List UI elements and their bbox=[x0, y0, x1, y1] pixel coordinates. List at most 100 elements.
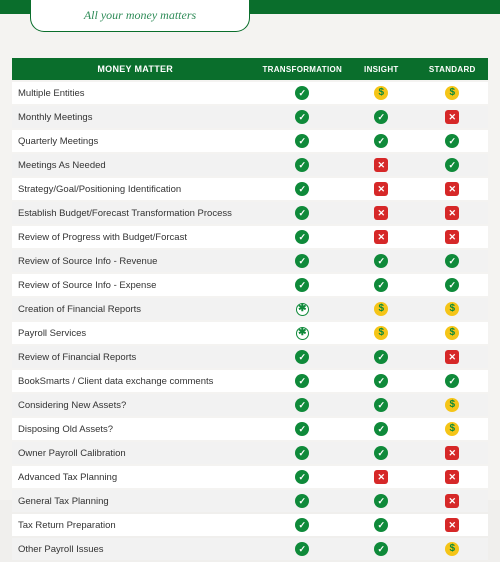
check-icon: ✓ bbox=[295, 86, 309, 100]
cross-icon: ✕ bbox=[445, 446, 459, 460]
status-cell: $ bbox=[346, 322, 416, 344]
feature-label: Meetings As Needed bbox=[12, 154, 258, 176]
status-cell: $ bbox=[346, 298, 416, 320]
header-insight: INSIGHT bbox=[346, 58, 416, 80]
check-icon: ✓ bbox=[295, 182, 309, 196]
status-cell: $ bbox=[417, 82, 488, 104]
status-cell: ✓ bbox=[258, 274, 346, 296]
status-cell: ✕ bbox=[417, 178, 488, 200]
status-cell: ✓ bbox=[258, 418, 346, 440]
feature-label: Quarterly Meetings bbox=[12, 130, 258, 152]
check-icon: ✓ bbox=[295, 110, 309, 124]
cross-icon: ✕ bbox=[445, 182, 459, 196]
status-cell: ✓ bbox=[417, 274, 488, 296]
check-icon: ✓ bbox=[295, 206, 309, 220]
content-area: MONEY MATTER TRANSFORMATION INSIGHT STAN… bbox=[0, 14, 500, 562]
feature-label: Monthly Meetings bbox=[12, 106, 258, 128]
table-row: Monthly Meetings✓✓✕ bbox=[12, 106, 488, 128]
cross-icon: ✕ bbox=[445, 206, 459, 220]
status-cell: ✕ bbox=[417, 202, 488, 224]
table-row: General Tax Planning✓✓✕ bbox=[12, 490, 488, 512]
status-cell: ✓ bbox=[417, 154, 488, 176]
feature-label: General Tax Planning bbox=[12, 490, 258, 512]
status-cell: ✓ bbox=[258, 466, 346, 488]
status-cell: ✓ bbox=[258, 178, 346, 200]
status-cell: ✓ bbox=[258, 538, 346, 560]
table-row: BookSmarts / Client data exchange commen… bbox=[12, 370, 488, 392]
dollar-icon: $ bbox=[445, 398, 459, 412]
header-transformation: TRANSFORMATION bbox=[258, 58, 346, 80]
cross-icon: ✕ bbox=[445, 518, 459, 532]
feature-label: Owner Payroll Calibration bbox=[12, 442, 258, 464]
table-row: Owner Payroll Calibration✓✓✕ bbox=[12, 442, 488, 464]
cross-icon: ✕ bbox=[374, 470, 388, 484]
feature-label: BookSmarts / Client data exchange commen… bbox=[12, 370, 258, 392]
dollar-icon: $ bbox=[445, 86, 459, 100]
check-icon: ✓ bbox=[295, 494, 309, 508]
table-body: Multiple Entities✓$$Monthly Meetings✓✓✕Q… bbox=[12, 82, 488, 560]
status-cell: ✓ bbox=[258, 442, 346, 464]
status-cell: ✓ bbox=[258, 346, 346, 368]
check-icon: ✓ bbox=[295, 278, 309, 292]
status-cell: ✕ bbox=[417, 346, 488, 368]
check-icon: ✓ bbox=[374, 398, 388, 412]
check-icon: ✓ bbox=[374, 110, 388, 124]
status-cell: ✓ bbox=[346, 394, 416, 416]
dollar-icon: $ bbox=[445, 422, 459, 436]
check-icon: ✓ bbox=[295, 350, 309, 364]
table-row: Review of Source Info - Revenue✓✓✓ bbox=[12, 250, 488, 272]
status-cell: ✓ bbox=[258, 394, 346, 416]
status-cell: ✓ bbox=[417, 370, 488, 392]
check-icon: ✓ bbox=[445, 134, 459, 148]
cross-icon: ✕ bbox=[445, 230, 459, 244]
check-icon: ✓ bbox=[295, 470, 309, 484]
feature-label: Creation of Financial Reports bbox=[12, 298, 258, 320]
dollar-icon: $ bbox=[445, 326, 459, 340]
dollar-icon: $ bbox=[445, 542, 459, 556]
status-cell: ✓ bbox=[346, 130, 416, 152]
check-icon: ✓ bbox=[295, 230, 309, 244]
dollar-icon: $ bbox=[374, 86, 388, 100]
cross-icon: ✕ bbox=[374, 230, 388, 244]
status-cell: $ bbox=[417, 538, 488, 560]
cross-icon: ✕ bbox=[445, 350, 459, 364]
check-icon: ✓ bbox=[445, 374, 459, 388]
feature-label: Payroll Services bbox=[12, 322, 258, 344]
table-row: Tax Return Preparation✓✓✕ bbox=[12, 514, 488, 536]
table-row: Establish Budget/Forecast Transformation… bbox=[12, 202, 488, 224]
status-cell: ✱ bbox=[258, 298, 346, 320]
status-cell: ✓ bbox=[417, 250, 488, 272]
status-cell: ✕ bbox=[346, 226, 416, 248]
table-row: Strategy/Goal/Positioning Identification… bbox=[12, 178, 488, 200]
check-icon: ✓ bbox=[374, 446, 388, 460]
status-cell: ✓ bbox=[346, 370, 416, 392]
table-header: MONEY MATTER TRANSFORMATION INSIGHT STAN… bbox=[12, 58, 488, 80]
dollar-icon: $ bbox=[374, 326, 388, 340]
status-cell: $ bbox=[346, 82, 416, 104]
check-icon: ✓ bbox=[374, 134, 388, 148]
table-row: Advanced Tax Planning✓✕✕ bbox=[12, 466, 488, 488]
status-cell: ✓ bbox=[258, 82, 346, 104]
feature-label: Multiple Entities bbox=[12, 82, 258, 104]
status-cell: ✱ bbox=[258, 322, 346, 344]
check-icon: ✓ bbox=[374, 374, 388, 388]
star-icon: ✱ bbox=[296, 327, 309, 340]
check-icon: ✓ bbox=[374, 422, 388, 436]
table-row: Review of Financial Reports ✓ ✓ ✕ bbox=[12, 346, 488, 368]
status-cell: ✓ bbox=[346, 490, 416, 512]
status-cell: ✕ bbox=[417, 442, 488, 464]
status-cell: ✓ bbox=[346, 442, 416, 464]
feature-label: Disposing Old Assets? bbox=[12, 418, 258, 440]
check-icon: ✓ bbox=[295, 542, 309, 556]
status-cell: ✓ bbox=[346, 106, 416, 128]
check-icon: ✓ bbox=[295, 254, 309, 268]
status-cell: ✓ bbox=[346, 346, 416, 368]
table-row: Payroll Services ✱ $ $ bbox=[12, 322, 488, 344]
check-icon: ✓ bbox=[445, 158, 459, 172]
check-icon: ✓ bbox=[445, 254, 459, 268]
check-icon: ✓ bbox=[374, 494, 388, 508]
feature-label: Considering New Assets? bbox=[12, 394, 258, 416]
feature-label: Review of Progress with Budget/Forcast bbox=[12, 226, 258, 248]
feature-label: Review of Financial Reports bbox=[12, 346, 258, 368]
feature-label: Tax Return Preparation bbox=[12, 514, 258, 536]
